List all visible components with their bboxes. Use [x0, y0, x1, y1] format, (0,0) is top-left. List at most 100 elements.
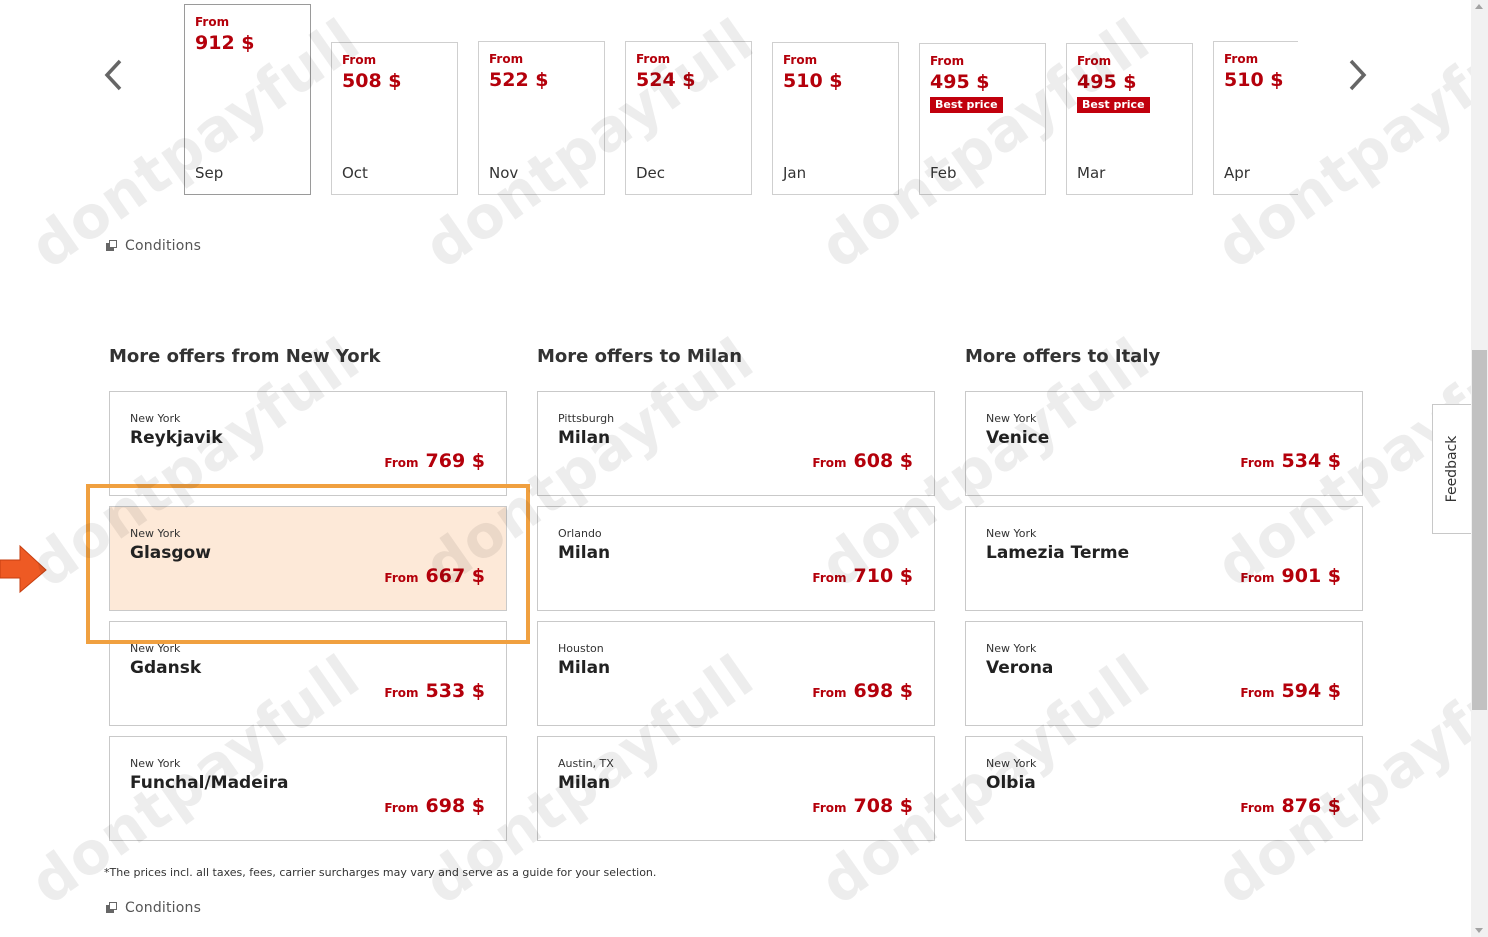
month-name: Sep: [195, 164, 224, 182]
feedback-label: Feedback: [1444, 435, 1460, 503]
offer-price: 534 $: [1281, 450, 1342, 472]
offer-from-label: From: [1240, 456, 1275, 470]
offer-card[interactable]: New York Venice From 534 $: [965, 391, 1363, 496]
offer-origin: New York: [986, 642, 1037, 655]
offer-card[interactable]: New York Verona From 594 $: [965, 621, 1363, 726]
month-price: 510 $: [1224, 69, 1284, 91]
offer-price: 667 $: [425, 565, 486, 587]
offer-origin: New York: [130, 642, 181, 655]
price-footnote: *The prices incl. all taxes, fees, carri…: [104, 866, 657, 879]
month-name: Mar: [1077, 164, 1106, 182]
month-card[interactable]: From 495 $ Best price Feb: [919, 43, 1046, 195]
month-price: 524 $: [636, 69, 696, 91]
offer-origin: New York: [986, 412, 1037, 425]
vertical-scrollbar[interactable]: [1471, 0, 1488, 937]
offer-from-label: From: [812, 686, 847, 700]
offer-price: 594 $: [1281, 680, 1342, 702]
offer-destination: Reykjavik: [130, 428, 223, 448]
month-carousel: From 912 $ Sep From 508 $ Oct From 522 $…: [184, 4, 1298, 196]
month-price: 912 $: [195, 32, 255, 54]
column-title: More offers to Italy: [965, 346, 1161, 367]
offer-price: 698 $: [425, 795, 486, 817]
month-price: 510 $: [783, 70, 843, 92]
offer-destination: Milan: [558, 658, 611, 678]
month-price: 495 $: [930, 71, 990, 93]
offer-from-label: From: [384, 456, 419, 470]
month-from-label: From: [342, 53, 377, 67]
conditions-link[interactable]: Conditions: [106, 900, 201, 916]
scroll-down-arrow-icon[interactable]: [1475, 928, 1483, 933]
month-from-label: From: [195, 15, 230, 29]
offer-from-label: From: [812, 456, 847, 470]
offer-card-highlighted[interactable]: New York Glasgow From 667 $: [109, 506, 507, 611]
offer-destination: Gdansk: [130, 658, 202, 678]
offers-column-to-italy: More offers to Italy New York Venice Fro…: [965, 344, 1363, 851]
offer-card[interactable]: New York Funchal/Madeira From 698 $: [109, 736, 507, 841]
offer-price: 876 $: [1281, 795, 1342, 817]
month-card[interactable]: From 912 $ Sep: [184, 4, 311, 195]
offer-origin: Orlando: [558, 527, 602, 540]
offer-card[interactable]: New York Olbia From 876 $: [965, 736, 1363, 841]
column-title: More offers from New York: [109, 346, 381, 367]
carousel-next-arrow-icon[interactable]: [1345, 58, 1369, 92]
month-card[interactable]: From 522 $ Nov: [478, 41, 605, 195]
conditions-link[interactable]: Conditions: [106, 238, 201, 254]
offer-destination: Venice: [986, 428, 1050, 448]
offer-origin: Pittsburgh: [558, 412, 615, 425]
month-from-label: From: [489, 52, 524, 66]
offer-destination: Verona: [986, 658, 1054, 678]
month-name: Nov: [489, 164, 519, 182]
offer-origin: New York: [130, 757, 181, 770]
month-card[interactable]: From 510 $ Apr: [1213, 41, 1298, 195]
month-name: Jan: [783, 164, 807, 182]
offer-origin: Houston: [558, 642, 604, 655]
month-from-label: From: [636, 52, 671, 66]
offer-origin: New York: [986, 527, 1037, 540]
offer-origin: New York: [130, 412, 181, 425]
offer-from-label: From: [384, 686, 419, 700]
month-from-label: From: [1077, 54, 1112, 68]
offer-destination: Lamezia Terme: [986, 543, 1130, 563]
best-price-badge: Best price: [1077, 97, 1150, 113]
offers-column-to-milan: More offers to Milan Pittsburgh Milan Fr…: [537, 344, 935, 851]
column-title: More offers to Milan: [537, 346, 743, 367]
offer-card[interactable]: New York Reykjavik From 769 $: [109, 391, 507, 496]
offer-card[interactable]: Houston Milan From 698 $: [537, 621, 935, 726]
offer-price: 769 $: [425, 450, 486, 472]
offer-card[interactable]: New York Lamezia Terme From 901 $: [965, 506, 1363, 611]
pointer-arrow-icon: [0, 544, 47, 594]
month-card[interactable]: From 524 $ Dec: [625, 41, 752, 195]
offer-card[interactable]: Pittsburgh Milan From 608 $: [537, 391, 935, 496]
scroll-up-arrow-icon[interactable]: [1475, 4, 1483, 9]
month-name: Oct: [342, 164, 368, 182]
scrollbar-thumb[interactable]: [1472, 350, 1487, 710]
external-link-icon: [106, 240, 118, 252]
offer-from-label: From: [1240, 571, 1275, 585]
carousel-prev-arrow-icon[interactable]: [102, 58, 126, 92]
offer-price: 710 $: [853, 565, 914, 587]
offer-price: 708 $: [853, 795, 914, 817]
offer-card[interactable]: New York Gdansk From 533 $: [109, 621, 507, 726]
offer-from-label: From: [812, 801, 847, 815]
month-card[interactable]: From 495 $ Best price Mar: [1066, 43, 1193, 195]
conditions-label: Conditions: [125, 238, 202, 254]
month-name: Apr: [1224, 164, 1250, 182]
offer-from-label: From: [384, 571, 419, 585]
offer-card[interactable]: Austin, TX Milan From 708 $: [537, 736, 935, 841]
month-name: Feb: [930, 164, 957, 182]
offer-price: 608 $: [853, 450, 914, 472]
offer-destination: Milan: [558, 773, 611, 793]
offer-price: 533 $: [425, 680, 486, 702]
offer-destination: Milan: [558, 428, 611, 448]
month-from-label: From: [1224, 52, 1259, 66]
month-name: Dec: [636, 164, 666, 182]
offer-from-label: From: [384, 801, 419, 815]
month-card[interactable]: From 510 $ Jan: [772, 42, 899, 195]
offer-card[interactable]: Orlando Milan From 710 $: [537, 506, 935, 611]
month-card[interactable]: From 508 $ Oct: [331, 42, 458, 195]
offer-destination: Funchal/Madeira: [130, 773, 289, 793]
feedback-tab[interactable]: Feedback: [1432, 404, 1471, 534]
month-price: 508 $: [342, 70, 402, 92]
month-price: 495 $: [1077, 71, 1137, 93]
offers-column-from-new-york: More offers from New York New York Reykj…: [109, 344, 507, 851]
